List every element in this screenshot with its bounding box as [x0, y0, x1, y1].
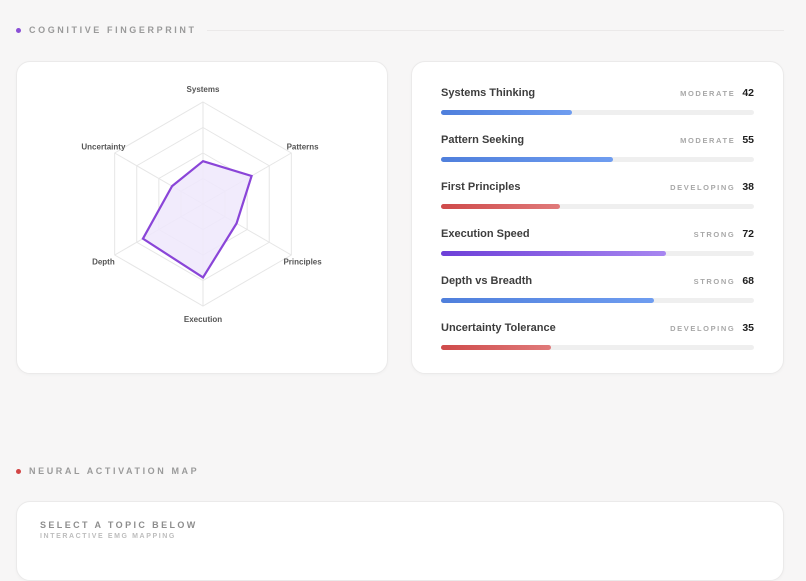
section-title: NEURAL ACTIVATION MAP — [29, 466, 200, 476]
radar-axis-label: Depth — [92, 258, 115, 267]
metric-score: 35 — [742, 322, 754, 334]
metric-score: 38 — [742, 181, 754, 193]
metric-progress-fill — [441, 157, 614, 162]
metric-summary: STRONG 68 — [694, 275, 754, 287]
metric-name: Depth vs Breadth — [441, 275, 533, 287]
metric-progress-track — [441, 251, 754, 256]
section-title: COGNITIVE FINGERPRINT — [29, 25, 197, 35]
metric-level-badge: MODERATE — [680, 89, 736, 98]
neural-activation-card: SELECT A TOPIC BELOW INTERACTIVE EMG MAP… — [16, 501, 784, 581]
metric-progress-track — [441, 157, 754, 162]
metric-score: 68 — [742, 275, 754, 287]
metric-name: Pattern Seeking — [441, 134, 525, 146]
neural-section-header: NEURAL ACTIVATION MAP — [16, 466, 784, 476]
metric-level-badge: DEVELOPING — [670, 324, 736, 333]
metric-progress-track — [441, 298, 754, 303]
section-dot — [16, 27, 21, 33]
radar-axis-label: Systems — [187, 85, 220, 94]
metric-name: Uncertainty Tolerance — [441, 322, 556, 334]
metric-row: Pattern Seeking MODERATE 55 — [441, 134, 754, 170]
radar-axis-label: Patterns — [287, 143, 320, 152]
metric-level-badge: DEVELOPING — [670, 183, 736, 192]
metric-summary: DEVELOPING 35 — [670, 322, 754, 334]
metric-progress-track — [441, 345, 754, 350]
fingerprint-section-header: COGNITIVE FINGERPRINT — [16, 25, 784, 35]
metric-progress-fill — [441, 251, 667, 256]
metric-row: Depth vs Breadth STRONG 68 — [441, 275, 754, 311]
metric-score: 42 — [742, 87, 754, 99]
metric-row: Execution Speed STRONG 72 — [441, 228, 754, 264]
metric-progress-fill — [441, 298, 654, 303]
metric-row: First Principles DEVELOPING 38 — [441, 181, 754, 217]
metric-summary: MODERATE 42 — [680, 87, 754, 99]
metric-name: First Principles — [441, 181, 521, 193]
metric-row: Uncertainty Tolerance DEVELOPING 35 — [441, 322, 754, 358]
metric-score: 72 — [742, 228, 754, 240]
topic-prompt: SELECT A TOPIC BELOW — [40, 520, 198, 530]
radar-axis-label: Execution — [184, 315, 222, 324]
metric-summary: DEVELOPING 38 — [670, 181, 754, 193]
radar-axis-label: Principles — [283, 258, 322, 267]
metric-name: Systems Thinking — [441, 87, 536, 99]
metric-summary: STRONG 72 — [694, 228, 754, 240]
radar-chart: Systems Patterns Principles Execution Depth U… — [81, 85, 322, 324]
radar-axis-label: Uncertainty — [81, 143, 126, 152]
metric-level-badge: STRONG — [693, 230, 736, 239]
radar-chart-card: Systems Patterns Principles Execution Depth U… — [16, 61, 388, 374]
section-dot — [16, 468, 21, 474]
metric-progress-fill — [441, 110, 573, 115]
metric-score: 55 — [742, 134, 754, 146]
metric-level-badge: STRONG — [693, 277, 736, 286]
metric-progress-fill — [441, 204, 560, 209]
metric-row: Systems Thinking MODERATE 42 — [441, 87, 754, 123]
metric-name: Execution Speed — [441, 228, 530, 240]
metric-level-badge: MODERATE — [680, 136, 736, 145]
metric-progress-track — [441, 204, 754, 209]
metric-progress-track — [441, 110, 754, 115]
radar-data-shape — [141, 159, 253, 279]
metric-summary: MODERATE 55 — [680, 134, 754, 146]
metric-progress-fill — [441, 345, 551, 350]
metrics-card: Systems Thinking MODERATE 42 Pattern Seekin… — [411, 61, 784, 374]
section-divider — [206, 29, 784, 31]
